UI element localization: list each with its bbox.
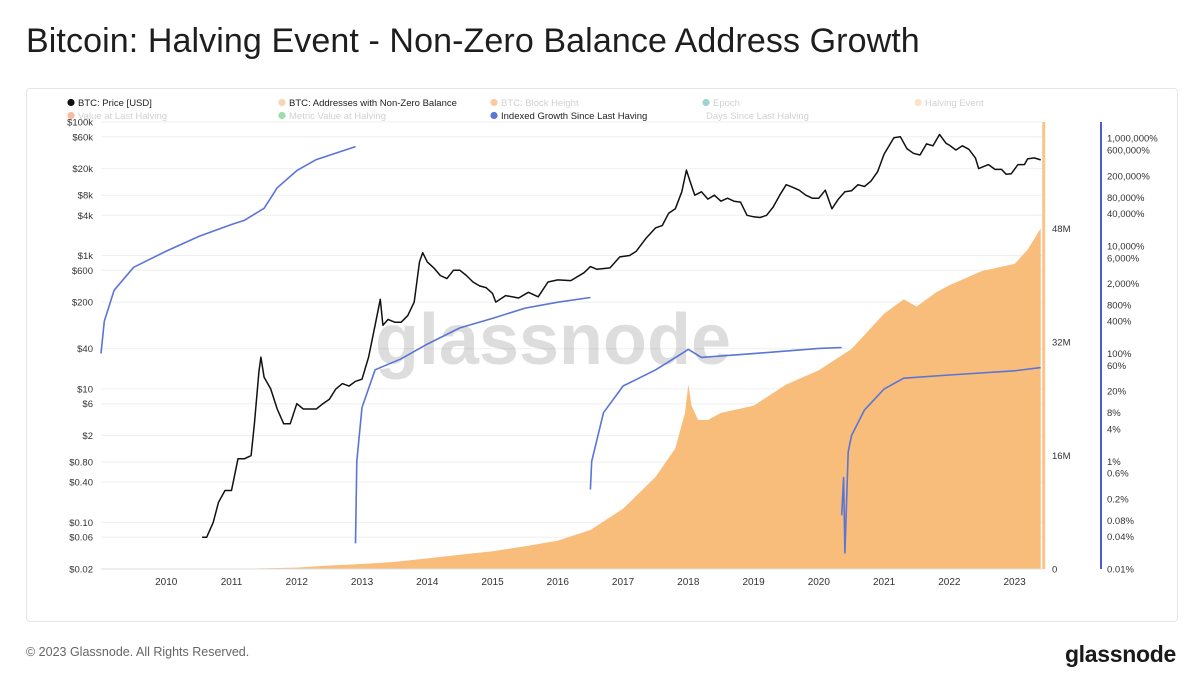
y-right-tick-label: 0.08%: [1107, 516, 1134, 527]
x-tick-label: 2010: [155, 577, 178, 588]
legend-item[interactable]: Days Since Last Halving: [706, 111, 809, 122]
y-right-tick-label: 40,000%: [1107, 209, 1145, 220]
y-right-tick-label: 0.04%: [1107, 532, 1134, 543]
y-right-tick-label: 100%: [1107, 349, 1132, 360]
y-left-tick-label: $0.06: [69, 533, 93, 544]
x-tick-label: 2022: [938, 577, 961, 588]
series-addresses-area: [101, 228, 1041, 569]
x-tick-label: 2019: [742, 577, 765, 588]
x-tick-label: 2012: [286, 577, 309, 588]
legend-swatch: [490, 111, 498, 120]
y-mid-tick-label: 48M: [1052, 224, 1071, 235]
legend-label: Indexed Growth Since Last Having: [501, 111, 647, 122]
legend-swatch: [914, 98, 922, 107]
y-mid-tick-label: 0: [1052, 565, 1057, 576]
y-mid-tick-label: 32M: [1052, 337, 1071, 348]
y-right-tick-label: 60%: [1107, 361, 1127, 372]
y-right-tick-label: 10,000%: [1107, 241, 1145, 252]
series-indexed-growth-segment: [589, 346, 842, 490]
series-indexed-growth-segment: [354, 296, 591, 544]
y-right-tick-label: 20%: [1107, 387, 1127, 398]
y-right-tick-label: 200,000%: [1107, 171, 1150, 182]
y-left-tick-label: $6: [82, 399, 93, 410]
x-tick-label: 2023: [1003, 577, 1026, 588]
legend-item[interactable]: BTC: Block Height: [490, 98, 579, 109]
y-left-tick-label: $40: [77, 344, 93, 355]
legend-item[interactable]: Metric Value at Halving: [278, 111, 386, 122]
legend-label: Value at Last Halving: [78, 111, 167, 122]
legend-label: Epoch: [713, 98, 740, 109]
legend-label: BTC: Block Height: [501, 98, 579, 109]
legend-item[interactable]: BTC: Price [USD]: [67, 98, 152, 109]
x-tick-label: 2021: [873, 577, 896, 588]
legend-item[interactable]: BTC: Addresses with Non-Zero Balance: [278, 98, 457, 109]
y-left-tick-label: $0.80: [69, 458, 93, 469]
x-tick-label: 2013: [351, 577, 374, 588]
y-axis-right: 1,000,000%600,000% 200,000% 80,000% 40,000%…: [1100, 122, 1158, 576]
legend-item[interactable]: Halving Event: [914, 98, 984, 109]
legend-label: Days Since Last Halving: [706, 111, 809, 122]
y-right-tick-label: 800%: [1107, 300, 1132, 311]
x-tick-label: 2015: [481, 577, 504, 588]
x-tick-label: 2016: [547, 577, 570, 588]
y-right-tick-label: 400%: [1107, 317, 1132, 328]
legend-item[interactable]: Indexed Growth Since Last Having: [490, 111, 647, 122]
legend-swatch: [702, 98, 710, 107]
y-left-tick-label: $20k: [72, 164, 93, 175]
y-axis-left: $100k $60k $20k $8k $4k $1k $600 $200 $40 $10 $6 $2…: [67, 118, 93, 576]
x-tick-label: 2018: [677, 577, 700, 588]
copyright-notice: © 2023 Glassnode. All Rights Reserved.: [26, 645, 250, 659]
legend-label: BTC: Addresses with Non-Zero Balance: [289, 98, 457, 109]
glassnode-logo[interactable]: glassnode: [1064, 641, 1176, 667]
watermark: glassnode: [375, 300, 731, 380]
y-right-tick-label: 0.6%: [1107, 469, 1129, 480]
chart-panel: BTC: Price [USD] BTC: Addresses with Non-…: [26, 88, 1178, 622]
legend-label: BTC: Price [USD]: [78, 98, 152, 109]
legend-swatch: [278, 111, 286, 120]
y-left-tick-label: $4k: [78, 211, 94, 222]
y-mid-tick-label: 16M: [1052, 451, 1071, 462]
y-left-tick-label: $0.40: [69, 478, 93, 489]
series-indexed-growth-segment: [840, 366, 1041, 554]
x-tick-label: 2017: [612, 577, 635, 588]
series-indexed-growth-segment: [100, 145, 356, 354]
y-left-tick-label: $10: [77, 384, 93, 395]
legend-label: Metric Value at Halving: [289, 111, 386, 122]
legend-swatch: [490, 98, 498, 107]
legend-swatch: [67, 98, 75, 107]
x-tick-label: 2020: [808, 577, 831, 588]
legend-swatch: [67, 111, 75, 120]
y-right-tick-label: 6,000%: [1107, 253, 1140, 264]
page-title: Bitcoin: Halving Event - Non-Zero Balanc…: [26, 22, 920, 60]
legend-swatch: [278, 98, 286, 107]
y-right-tick-label: 8%: [1107, 408, 1121, 419]
y-right-tick-label: 0.01%: [1107, 565, 1134, 576]
x-tick-label: 2014: [416, 577, 439, 588]
x-tick-label: 2011: [221, 577, 243, 588]
y-left-tick-label: $600: [72, 266, 93, 277]
y-left-tick-label: $2: [82, 431, 93, 442]
y-left-tick-label: $0.02: [69, 565, 93, 576]
y-right-tick-label: 2,000%: [1107, 279, 1140, 290]
x-axis: 2010 2011 2012 2013 2014 2015 2016 2017 2018 2019…: [101, 568, 1042, 588]
series-price-line: [202, 133, 1041, 538]
y-right-tick-label: 80,000%: [1107, 193, 1145, 204]
legend-item[interactable]: Value at Last Halving: [67, 111, 167, 122]
y-left-tick-label: $200: [72, 298, 93, 309]
legend-label: Halving Event: [925, 98, 984, 109]
y-right-tick-label: 1%: [1107, 457, 1121, 468]
y-right-tick-label: 0.2%: [1107, 494, 1129, 505]
legend-item[interactable]: Epoch: [702, 98, 740, 109]
y-right-tick-label: 1,000,000%: [1107, 134, 1158, 145]
y-left-tick-label: $100k: [67, 118, 93, 129]
y-axis-mid: 48M 32M 16M 0: [1052, 224, 1071, 576]
chart: BTC: Price [USD] BTC: Addresses with Non-…: [67, 98, 1158, 588]
y-right-tick-label: 4%: [1107, 424, 1121, 435]
y-left-tick-label: $0.10: [69, 518, 93, 529]
y-left-tick-label: $60k: [72, 132, 93, 143]
y-left-tick-label: $1k: [78, 251, 94, 262]
y-left-tick-label: $8k: [78, 191, 94, 202]
y-right-tick-label: 600,000%: [1107, 146, 1150, 157]
